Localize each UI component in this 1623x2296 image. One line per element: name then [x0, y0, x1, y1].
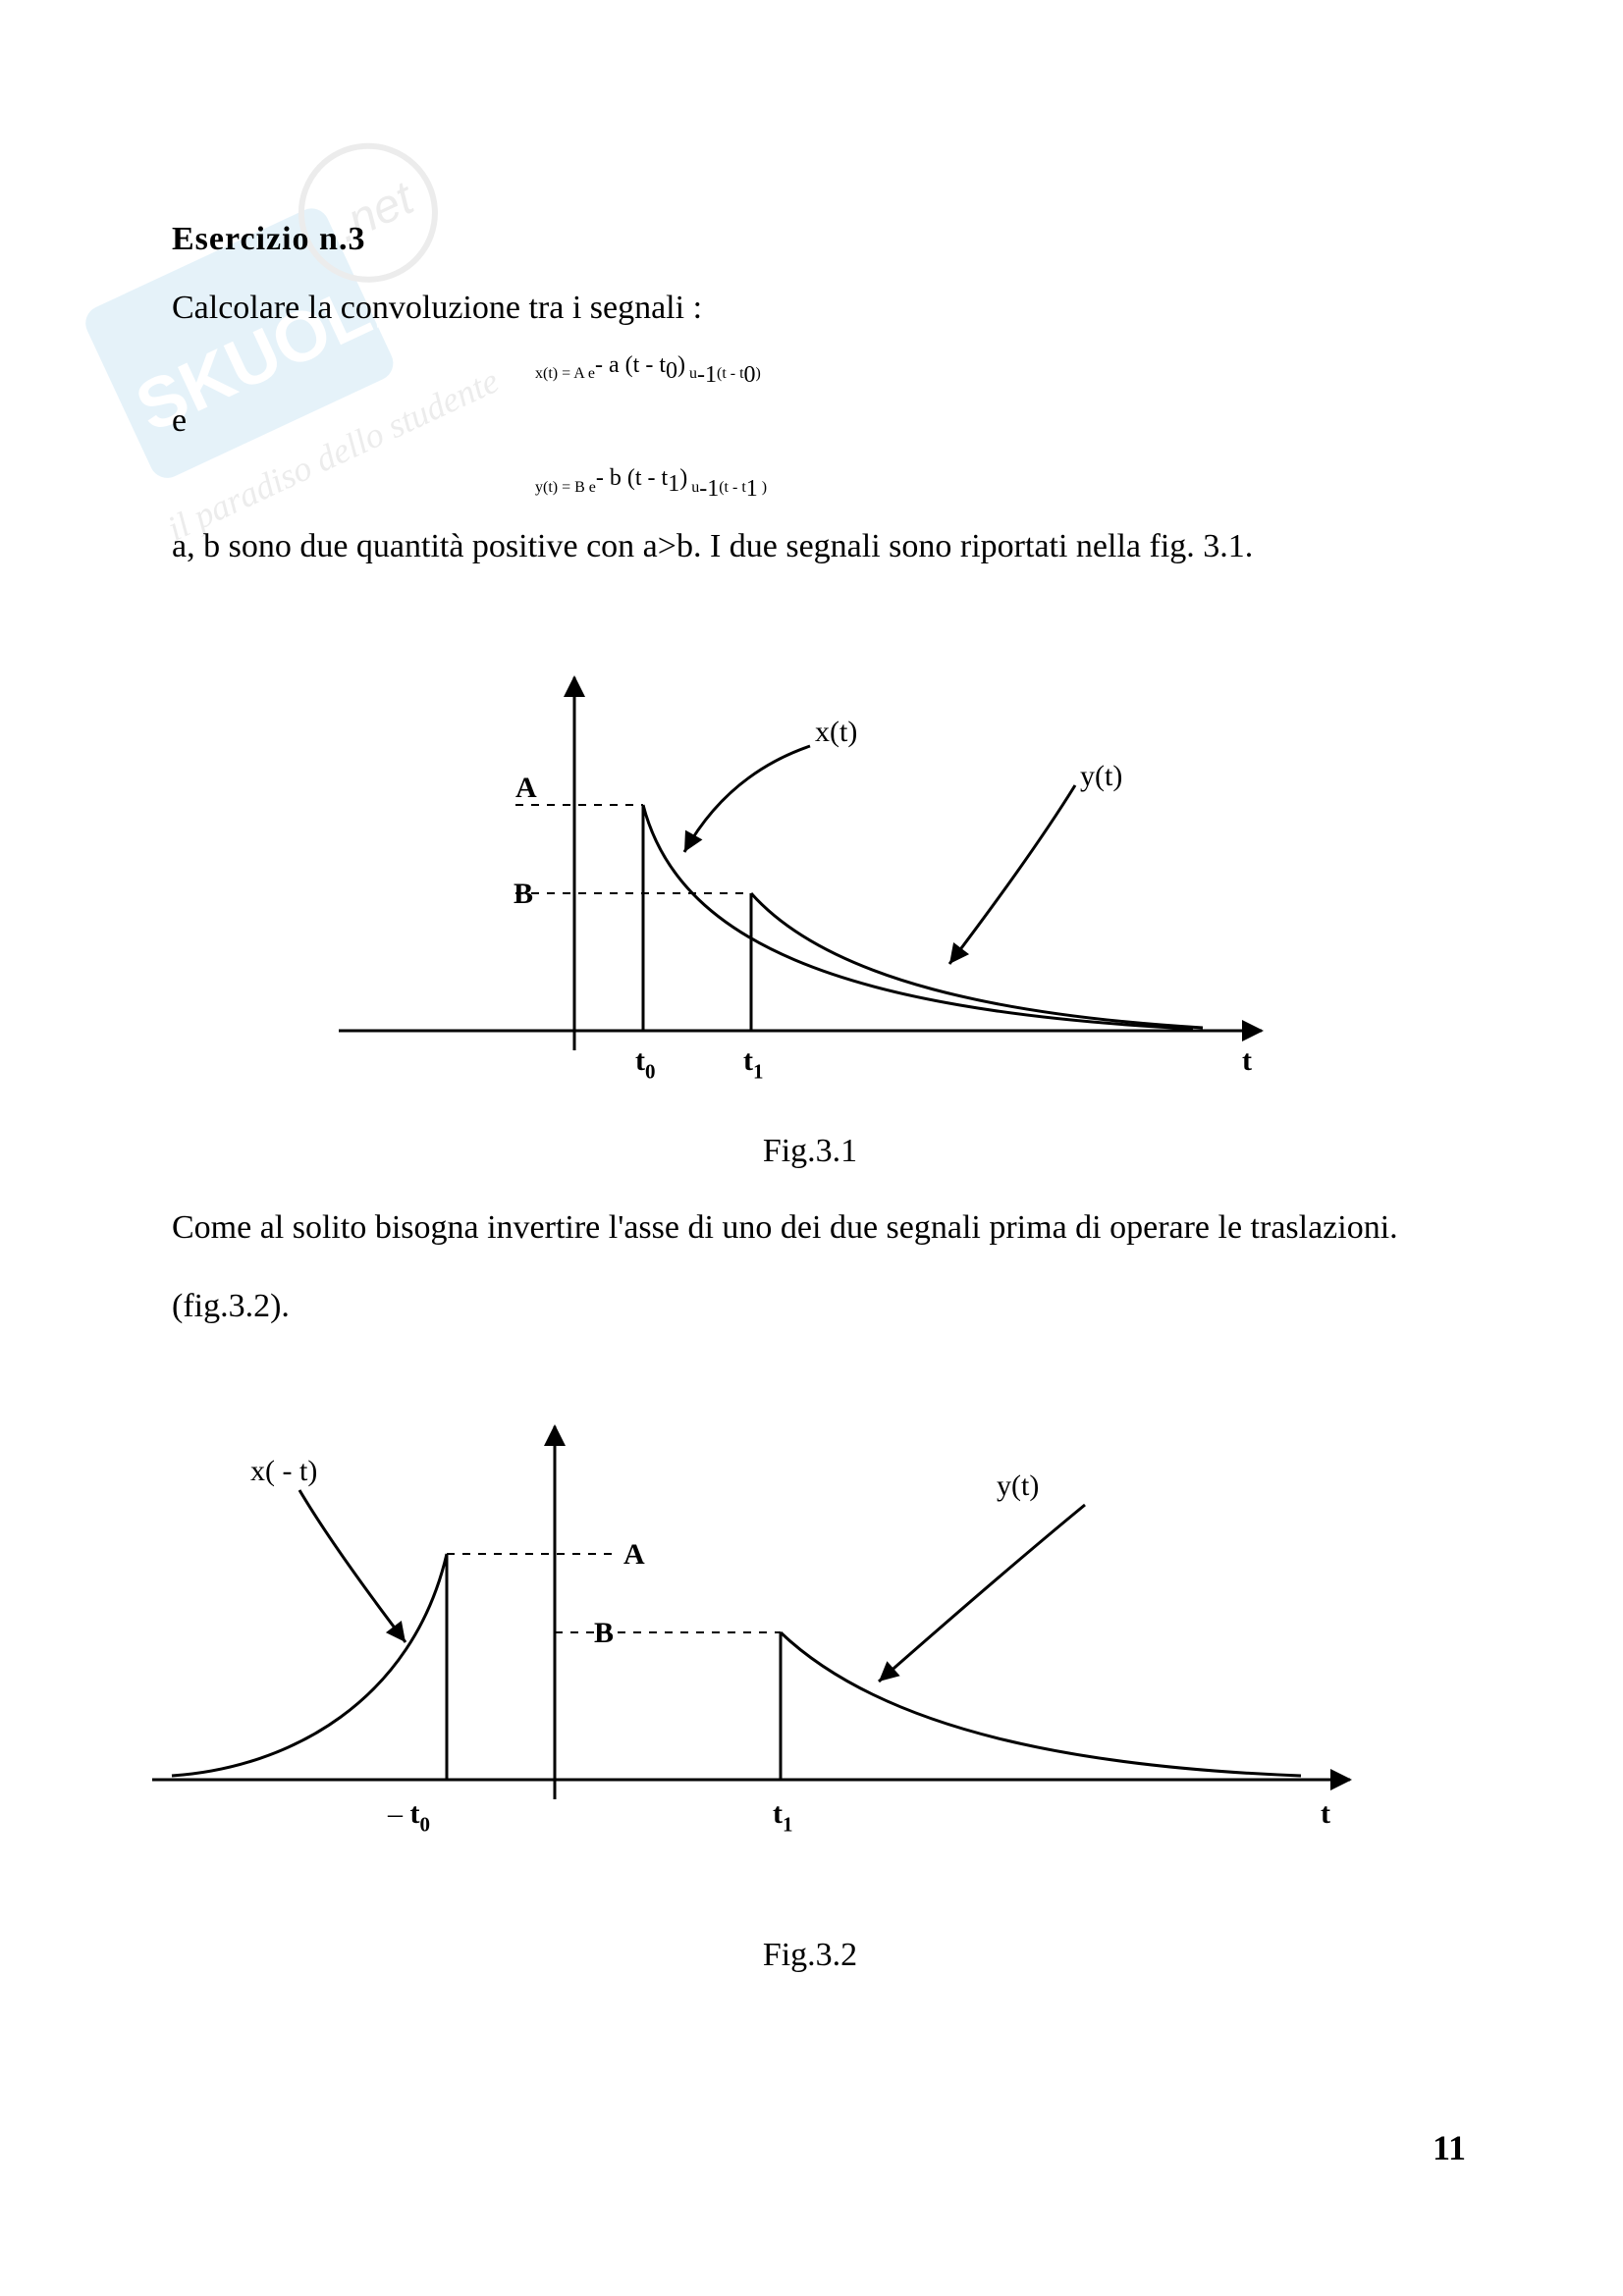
- intro-paragraph: Calcolare la convoluzione tra i segnali …: [172, 286, 1448, 331]
- figure-3-1-container: A Bx(t) y(t) t0 t1 t: [172, 638, 1448, 1129]
- equation-1: x(t) = A e- a (t - t0) u-1(t - t0): [535, 352, 1448, 390]
- svg-text:t0: t0: [635, 1044, 656, 1083]
- page-number: 11: [1433, 2127, 1466, 2168]
- figure-3-1: A Bx(t) y(t) t0 t1 t: [319, 638, 1301, 1129]
- svg-text:y(t): y(t): [1080, 760, 1122, 792]
- equation-2-text: y(t) = B e- b (t - t1) u-1(t - t1 ): [535, 479, 767, 496]
- svg-text:t1: t1: [743, 1044, 764, 1083]
- svg-text:B: B: [594, 1617, 614, 1649]
- svg-text:t1: t1: [773, 1797, 793, 1836]
- svg-text:x(t): x(t): [815, 716, 857, 748]
- after-equations-paragraph: a, b sono due quantità positive con a>b.…: [172, 524, 1448, 569]
- figure-3-1-caption: Fig.3.1: [172, 1133, 1448, 1170]
- equation-1-text: x(t) = A e- a (t - t0) u-1(t - t0): [535, 365, 761, 382]
- svg-text:t: t: [1242, 1044, 1252, 1077]
- equation-2: y(t) = B e- b (t - t1) u-1(t - t1 ): [535, 465, 1448, 503]
- middle-paragraph-line2: (fig.3.2).: [172, 1284, 1448, 1329]
- svg-text:A: A: [515, 772, 537, 804]
- figure-3-2-container: A Bx( - t) y(t) – t0 t1 t: [133, 1387, 1409, 1917]
- figure-3-2-caption: Fig.3.2: [172, 1937, 1448, 1974]
- between-equations-text: e: [172, 399, 1448, 444]
- svg-text:y(t): y(t): [997, 1469, 1039, 1502]
- svg-text:B: B: [514, 878, 533, 910]
- middle-paragraph-line1: Come al solito bisogna invertire l'asse …: [172, 1205, 1448, 1251]
- svg-text:x( - t): x( - t): [250, 1455, 317, 1487]
- exercise-heading: Esercizio n.3: [172, 221, 1448, 258]
- svg-text:A: A: [623, 1538, 645, 1571]
- svg-text:t: t: [1321, 1797, 1330, 1830]
- svg-text:– t0: – t0: [387, 1797, 430, 1836]
- figure-3-2: A Bx( - t) y(t) – t0 t1 t: [133, 1387, 1389, 1917]
